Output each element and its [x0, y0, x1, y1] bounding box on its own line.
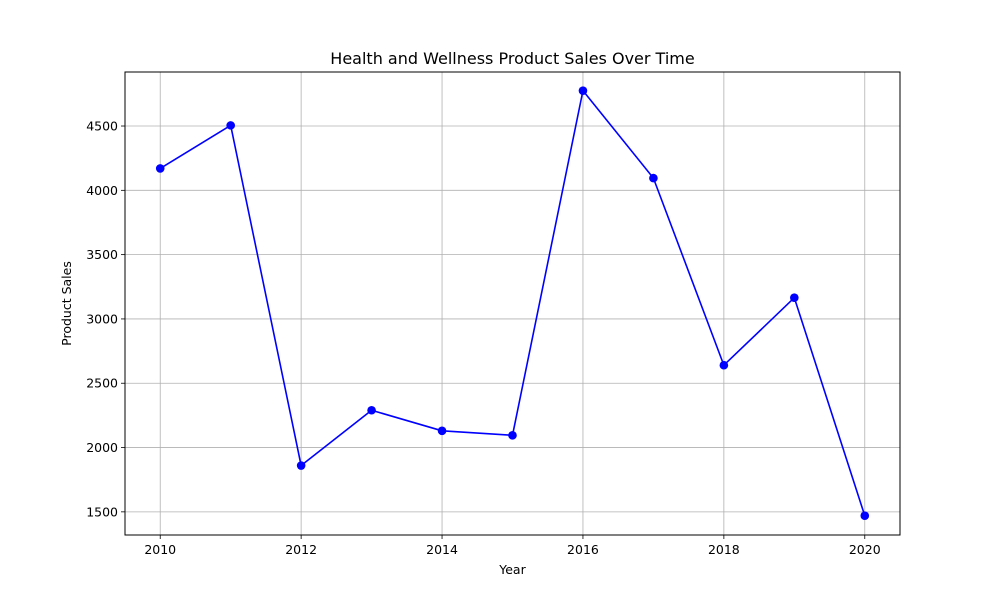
x-tick-label: 2016	[567, 542, 599, 557]
y-tick-label: 2500	[86, 376, 118, 391]
x-tick-label: 2010	[144, 542, 176, 557]
data-point	[649, 173, 658, 183]
x-tick-label: 2012	[285, 542, 317, 557]
chart-title: Health and Wellness Product Sales Over T…	[330, 49, 694, 68]
x-tick-label: 2018	[708, 542, 740, 557]
data-point	[296, 461, 306, 470]
series-layer	[155, 86, 870, 521]
data-point	[578, 86, 588, 95]
data-point	[860, 511, 870, 521]
y-tick-label: 4500	[86, 119, 118, 134]
x-tick-label: 2014	[426, 542, 458, 557]
plot-frame	[124, 71, 901, 536]
data-point	[508, 431, 517, 440]
x-tick-label: 2020	[849, 542, 881, 557]
data-point	[719, 360, 729, 370]
y-axis-label: Product Sales	[59, 261, 74, 346]
data-point	[437, 426, 447, 436]
y-tick-label: 2000	[86, 440, 118, 455]
y-tick-label: 1500	[86, 504, 118, 519]
data-point	[367, 405, 376, 415]
data-point	[790, 293, 799, 303]
grid	[125, 72, 900, 535]
data-point	[226, 121, 235, 130]
y-tick-label: 3000	[86, 311, 118, 326]
data-point	[155, 164, 165, 173]
axis-ticks: 2010 2012 2014 2016 2018 2020 1500 2000 2500 3000…	[86, 119, 881, 557]
y-tick-label: 3500	[86, 247, 118, 262]
y-tick-label: 4000	[86, 183, 118, 198]
x-axis-label: Year	[498, 562, 526, 577]
